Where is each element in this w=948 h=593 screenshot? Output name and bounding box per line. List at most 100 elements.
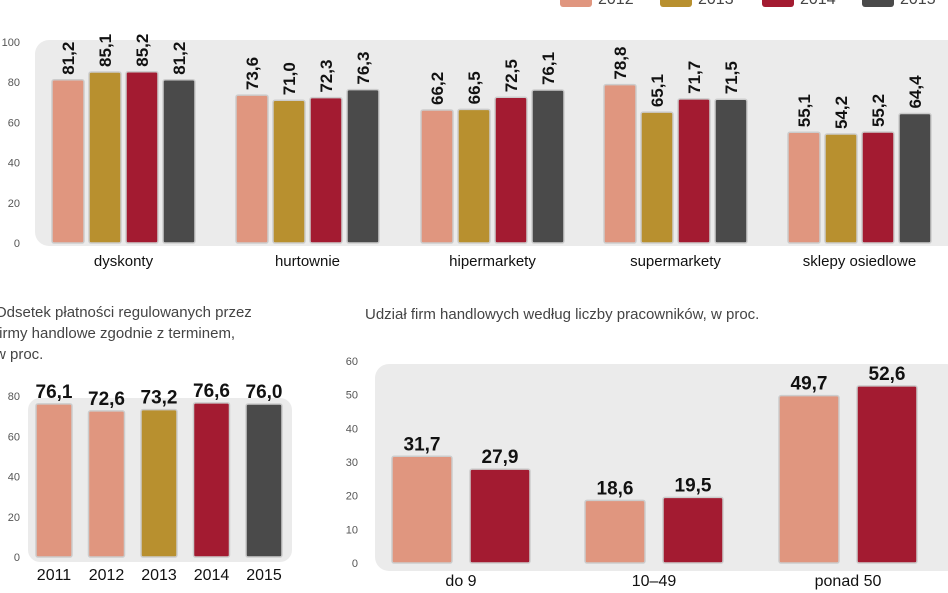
data-label: 85,1	[96, 34, 115, 67]
y-tick-label: 30	[346, 457, 358, 469]
bar-0-0	[391, 455, 453, 564]
category-label: hurtownie	[275, 253, 340, 270]
data-label: 54,2	[832, 96, 851, 129]
bar-hurtownie-2014	[309, 96, 343, 244]
category-label: 2011	[37, 567, 72, 584]
data-label: 66,2	[428, 72, 447, 105]
y-tick-label: 20	[346, 491, 358, 503]
bar-supermarkety-2013	[640, 111, 674, 244]
y-tick-label: 40	[8, 158, 20, 170]
data-label: 72,6	[88, 389, 125, 410]
category-label: 2014	[194, 567, 230, 584]
category-label: supermarkety	[630, 253, 721, 270]
data-label: 55,1	[795, 94, 814, 127]
data-label: 27,9	[482, 447, 519, 468]
data-label: 81,2	[170, 42, 189, 75]
y-tick-label: 60	[8, 431, 20, 443]
data-label: 73,6	[243, 57, 262, 90]
bar-hurtownie-2013	[272, 99, 306, 244]
category-label: 2015	[246, 567, 282, 584]
data-label: 71,5	[722, 61, 741, 94]
bar-supermarkety-2014	[677, 98, 711, 244]
y-tick-label: 20	[8, 512, 20, 524]
y-tick-label: 80	[8, 77, 20, 89]
category-label: 2013	[141, 567, 177, 584]
data-label: 76,6	[193, 381, 230, 402]
y-tick-label: 40	[8, 472, 20, 484]
data-label: 72,5	[502, 59, 521, 92]
bar-2012	[87, 410, 126, 558]
bar-2011	[35, 403, 73, 558]
bar-2015	[245, 403, 283, 558]
bar-sklepy-osiedlowe-2013	[824, 133, 858, 244]
data-label: 64,4	[906, 75, 925, 109]
bar-hurtownie-2015	[346, 88, 380, 244]
category-label: do 9	[445, 573, 476, 590]
data-label: 31,7	[404, 434, 441, 455]
data-label: 76,0	[246, 382, 283, 403]
bar-1-0	[584, 499, 646, 564]
bar-supermarkety-2015	[714, 98, 748, 244]
data-label: 76,1	[36, 382, 73, 403]
y-tick-label: 0	[14, 238, 20, 250]
bar-2-1	[856, 385, 918, 564]
y-tick-label: 50	[346, 390, 358, 402]
y-tick-label: 10	[346, 524, 358, 536]
category-label: 2012	[89, 567, 125, 584]
bar-2013	[140, 408, 178, 558]
y-tick-label: 0	[352, 558, 358, 570]
data-label: 55,2	[869, 94, 888, 127]
bar-hurtownie-2012	[235, 94, 269, 244]
bar-dyskonty-2012	[51, 79, 85, 244]
bar-hipermarkety-2015	[531, 89, 565, 244]
data-label: 71,0	[280, 62, 299, 95]
legend-label-2015: 2015	[900, 0, 936, 8]
bar-hipermarkety-2013	[457, 108, 491, 244]
category-label: dyskonty	[94, 253, 154, 270]
legend-swatch-2015	[862, 0, 894, 7]
bar-sklepy-osiedlowe-2015	[898, 112, 932, 244]
chart-title-line: w proc.	[0, 346, 43, 363]
legend-label-2014: 2014	[800, 0, 836, 8]
y-tick-label: 100	[2, 37, 20, 49]
data-label: 78,8	[611, 47, 630, 80]
legend-swatch-2013	[660, 0, 692, 7]
data-label: 76,1	[539, 52, 558, 85]
y-tick-label: 0	[14, 552, 20, 564]
category-label: hipermarkety	[449, 253, 536, 270]
y-tick-label: 60	[346, 356, 358, 368]
data-label: 52,6	[869, 364, 906, 385]
data-label: 49,7	[791, 374, 828, 395]
data-label: 81,2	[59, 42, 78, 75]
category-label: 10–49	[632, 573, 677, 590]
data-label: 85,2	[133, 34, 152, 67]
y-tick-label: 80	[8, 391, 20, 403]
chart-title-line: firmy handlowe zgodnie z terminem,	[0, 325, 235, 342]
data-label: 19,5	[675, 475, 712, 496]
legend-swatch-2014	[762, 0, 794, 7]
data-label: 72,3	[317, 60, 336, 93]
data-label: 65,1	[648, 74, 667, 107]
data-label: 18,6	[597, 478, 634, 499]
bar-2014	[192, 402, 231, 558]
category-label: ponad 50	[815, 573, 882, 590]
bar-sklepy-osiedlowe-2014	[861, 131, 895, 244]
y-tick-label: 40	[346, 423, 358, 435]
legend-label-2013: 2013	[698, 0, 734, 8]
bar-dyskonty-2013	[88, 71, 122, 244]
chart-title-line: Odsetek płatności regulowanych przez	[0, 304, 252, 321]
data-label: 76,3	[354, 52, 373, 85]
chart-title: Udział firm handlowych według liczby pra…	[365, 306, 759, 323]
legend-label-2012: 2012	[598, 0, 634, 8]
data-label: 73,2	[141, 388, 178, 409]
bar-2-0	[778, 394, 840, 564]
legend-swatch-2012	[560, 0, 592, 7]
bar-hipermarkety-2014	[494, 96, 528, 244]
category-label: sklepy osiedlowe	[803, 253, 916, 270]
bar-dyskonty-2014	[125, 70, 159, 244]
y-tick-label: 20	[8, 198, 20, 210]
data-label: 66,5	[465, 71, 484, 104]
bar-supermarkety-2012	[603, 83, 637, 244]
bar-0-1	[469, 468, 531, 564]
